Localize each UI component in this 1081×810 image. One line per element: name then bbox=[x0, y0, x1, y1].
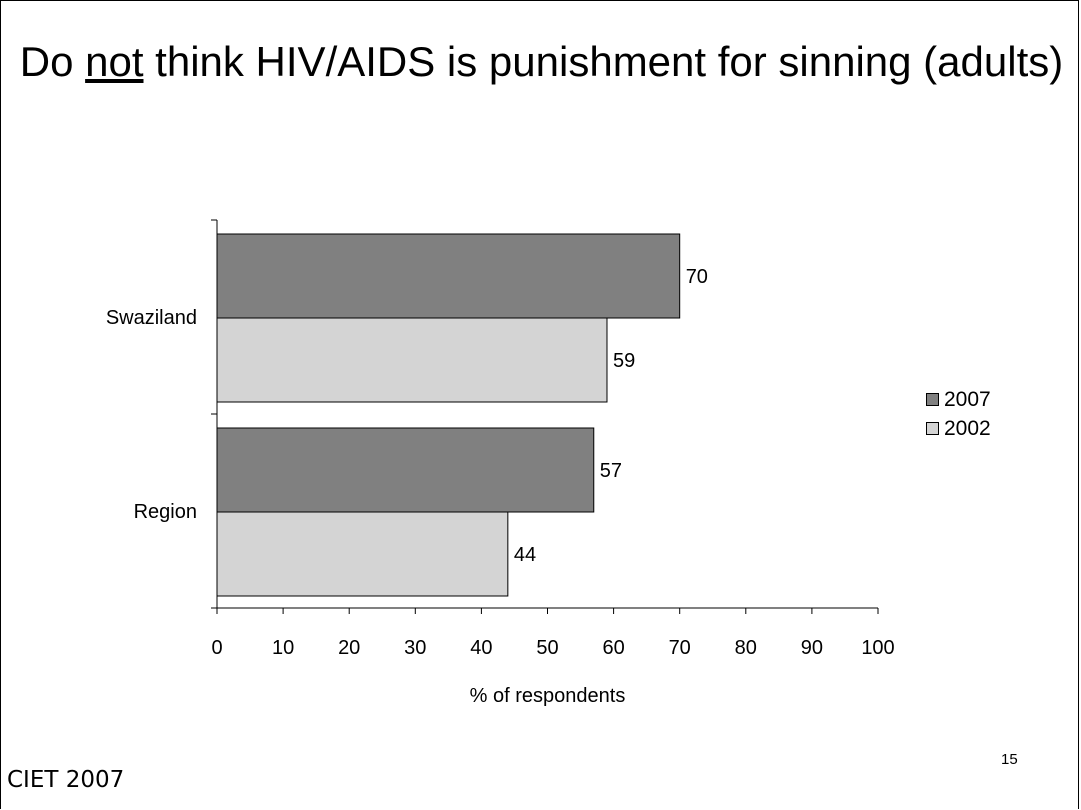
x-tick-label: 80 bbox=[735, 637, 757, 659]
x-tick-label: 10 bbox=[272, 637, 294, 659]
x-tick-label: 50 bbox=[536, 637, 558, 659]
bar-swaziland-2007 bbox=[216, 233, 681, 319]
slide-title: Do not think HIV/AIDS is punishment for … bbox=[19, 38, 1064, 85]
data-label: 59 bbox=[613, 350, 635, 372]
legend-label-series-1: 2002 bbox=[944, 416, 991, 440]
x-tick-label: 40 bbox=[470, 637, 492, 659]
legend-item-series-1: 2002 bbox=[926, 414, 991, 443]
x-tick-label: 60 bbox=[602, 637, 624, 659]
chart-legend: 2007 2002 bbox=[926, 385, 991, 443]
title-underlined-word: not bbox=[85, 38, 144, 85]
x-tick-label: 20 bbox=[338, 637, 360, 659]
x-tick-label: 70 bbox=[669, 637, 691, 659]
x-tick-label: 30 bbox=[404, 637, 426, 659]
legend-item-series-0: 2007 bbox=[926, 385, 991, 414]
legend-swatch-series-0 bbox=[926, 393, 939, 406]
x-axis-title: % of respondents bbox=[470, 685, 626, 707]
category-label: Region bbox=[134, 501, 197, 523]
page-number: 15 bbox=[1001, 751, 1018, 768]
x-tick-label: 0 bbox=[211, 637, 222, 659]
footer-credit: CIET 2007 bbox=[7, 767, 125, 793]
bar-region-2002 bbox=[216, 511, 509, 597]
legend-label-series-0: 2007 bbox=[944, 387, 991, 411]
bar-region-2007 bbox=[216, 427, 595, 513]
data-label: 57 bbox=[600, 460, 622, 482]
x-tick-label: 100 bbox=[861, 637, 894, 659]
category-label: Swaziland bbox=[106, 307, 197, 329]
data-label: 44 bbox=[514, 544, 536, 566]
bar-swaziland-2002 bbox=[216, 317, 608, 403]
legend-swatch-series-1 bbox=[926, 422, 939, 435]
data-label: 70 bbox=[686, 266, 708, 288]
x-tick-label: 90 bbox=[801, 637, 823, 659]
